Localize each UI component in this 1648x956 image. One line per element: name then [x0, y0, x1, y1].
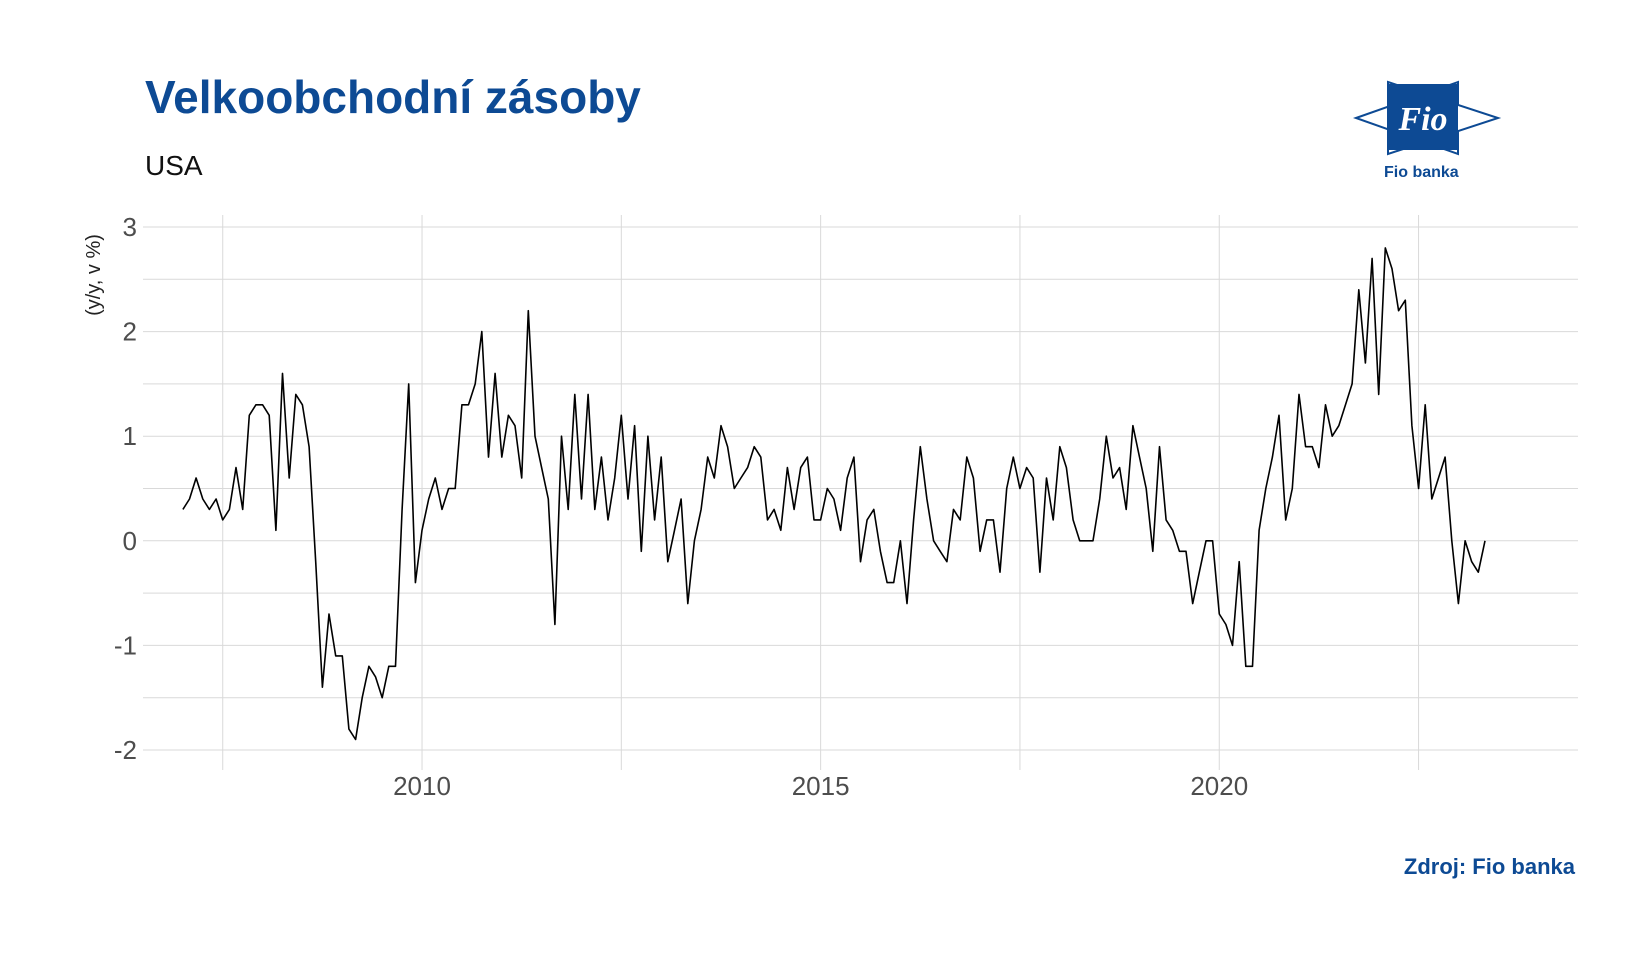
line-chart: -2 -1 0 1 2 3 2010 2015 2020 (y/y, v %) — [83, 212, 1578, 800]
x-tick-label: 2020 — [1190, 771, 1248, 800]
fio-logo-wordmark: Fio — [1397, 101, 1447, 138]
source-note: Zdroj: Fio banka — [1403, 854, 1575, 879]
fio-logo-caption: Fio banka — [1384, 164, 1459, 181]
y-tick-label: 1 — [123, 421, 137, 451]
series-line — [182, 247, 1486, 741]
chart-subtitle: USA — [145, 150, 203, 181]
y-tick-label: 0 — [123, 526, 137, 556]
minor-gridlines — [143, 215, 1578, 770]
x-axis-tick-labels: 2010 2015 2020 — [393, 771, 1248, 800]
chart-title: Velkoobchodní zásoby — [145, 71, 641, 123]
y-axis-tick-labels: -2 -1 0 1 2 3 — [114, 212, 137, 765]
x-tick-label: 2015 — [792, 771, 850, 800]
y-tick-label: 2 — [123, 317, 137, 347]
major-gridlines — [143, 215, 1578, 770]
fio-logo-icon: Fio — [1352, 80, 1502, 156]
y-tick-label: -1 — [114, 630, 137, 660]
x-tick-label: 2010 — [393, 771, 451, 800]
fio-logo: Fio — [1352, 78, 1502, 188]
y-axis-label: (y/y, v %) — [83, 234, 105, 316]
y-tick-label: 3 — [123, 212, 137, 242]
y-tick-label: -2 — [114, 735, 137, 765]
